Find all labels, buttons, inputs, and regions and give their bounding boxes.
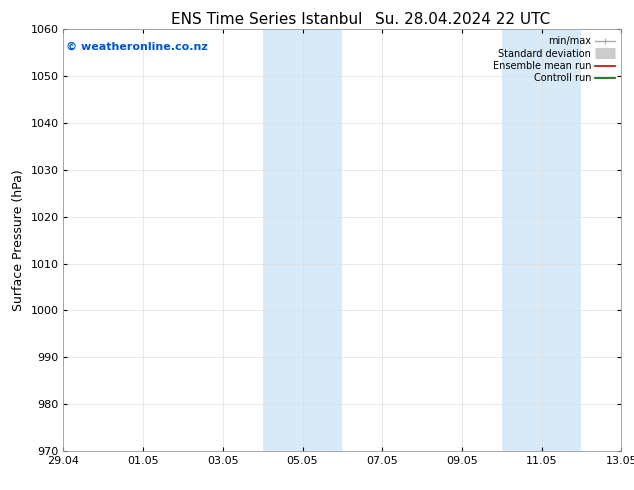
Bar [501, 29, 581, 451]
Y-axis label: Surface Pressure (hPa): Surface Pressure (hPa) [12, 169, 25, 311]
Text: © weatheronline.co.nz: © weatheronline.co.nz [66, 42, 208, 52]
Bar [262, 29, 342, 451]
Text: Su. 28.04.2024 22 UTC: Su. 28.04.2024 22 UTC [375, 12, 550, 27]
Text: ENS Time Series Istanbul: ENS Time Series Istanbul [171, 12, 362, 27]
Legend: min/max, Standard deviation, Ensemble mean run, Controll run: min/max, Standard deviation, Ensemble me… [491, 34, 616, 85]
